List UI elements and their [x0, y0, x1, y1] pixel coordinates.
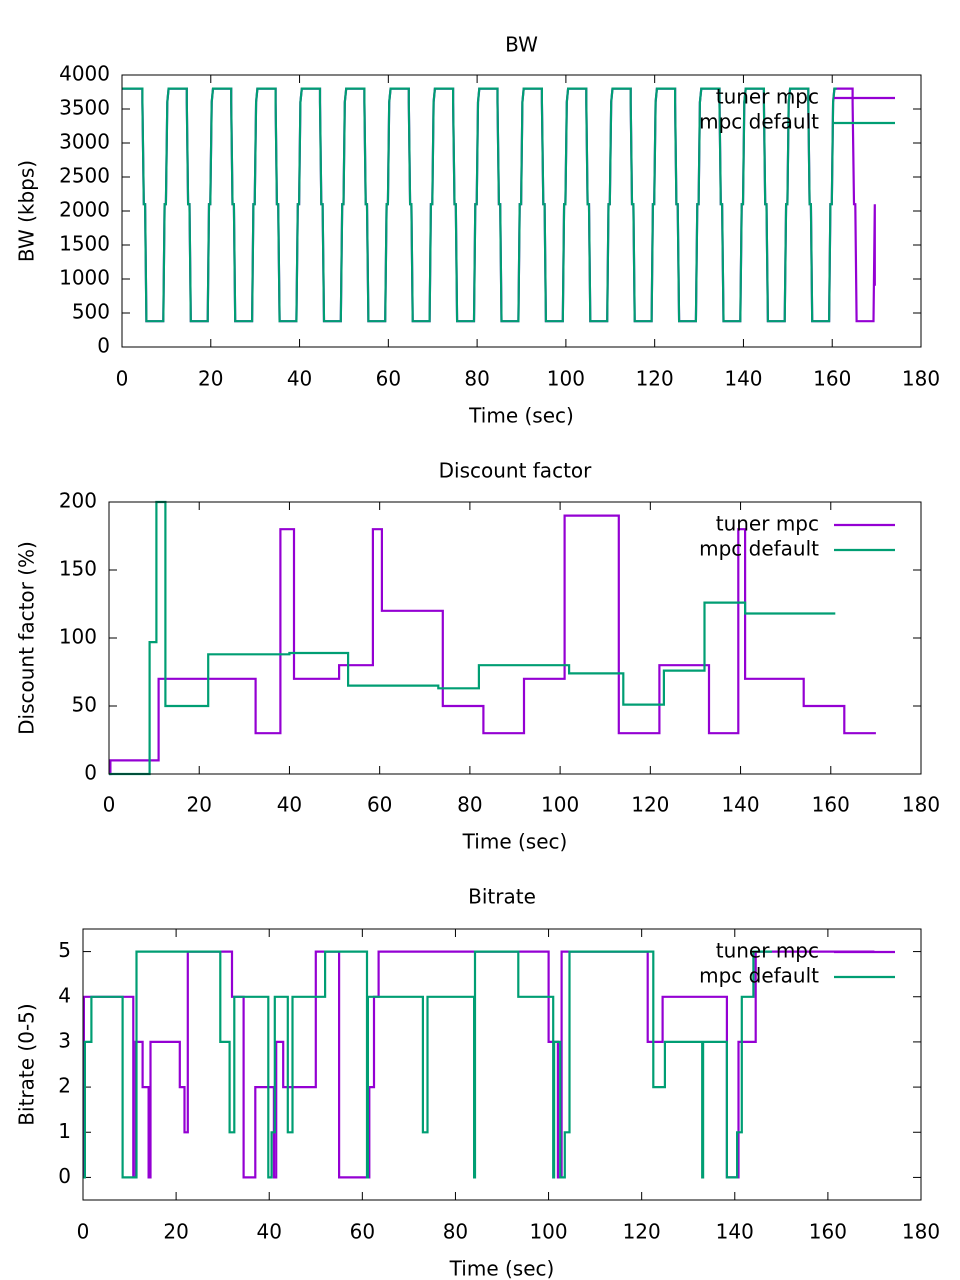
bitrate-x-tick-label: 20: [163, 1220, 188, 1244]
bitrate-y-tick-label: 4: [58, 983, 71, 1007]
bw-x-tick-label: 0: [116, 367, 129, 391]
bw-x-tick-label: 60: [376, 367, 401, 391]
discount-factor-x-tick-label: 120: [631, 793, 669, 817]
discount-factor-y-axis-label: Discount factor (%): [15, 541, 39, 735]
discount-factor-x-tick-label: 20: [186, 793, 211, 817]
bw-y-axis-label: BW (kbps): [15, 160, 39, 262]
bitrate-series-mpc-default: [83, 950, 772, 1179]
bw-y-tick-label: 1000: [59, 266, 110, 290]
bw-legend-label: tuner mpc: [716, 85, 819, 109]
discount-factor-y-tick-label: 200: [59, 489, 97, 513]
discount-factor-x-tick-label: 140: [721, 793, 759, 817]
discount-factor-x-axis-label: Time (sec): [462, 830, 568, 854]
bitrate-x-tick-label: 120: [623, 1220, 661, 1244]
bw-x-tick-label: 20: [198, 367, 223, 391]
bw-y-tick-label: 1500: [59, 232, 110, 256]
discount-factor-x-tick-label: 100: [541, 793, 579, 817]
bw-x-tick-label: 140: [724, 367, 762, 391]
discount-factor-legend-label: tuner mpc: [716, 512, 819, 536]
bitrate-y-axis-label: Bitrate (0-5): [15, 1003, 39, 1125]
bitrate-x-tick-label: 60: [350, 1220, 375, 1244]
bw-x-tick-label: 180: [902, 367, 940, 391]
bitrate-legend-label: mpc default: [699, 964, 819, 988]
bw-y-tick-label: 2000: [59, 198, 110, 222]
bw-x-axis-label: Time (sec): [468, 404, 574, 428]
discount-factor-x-tick-label: 80: [457, 793, 482, 817]
bitrate-x-tick-label: 180: [902, 1220, 940, 1244]
discount-factor-chart: Discount factor Time (sec) Discount factor…: [15, 459, 941, 854]
discount-factor-y-tick-label: 50: [72, 693, 97, 717]
bitrate-y-tick-label: 2: [58, 1074, 71, 1098]
discount-factor-x-tick-label: 180: [902, 793, 940, 817]
bitrate-x-tick-label: 40: [256, 1220, 281, 1244]
discount-factor-plot-frame: [108, 501, 922, 775]
bw-y-tick-label: 3500: [59, 96, 110, 120]
bitrate-y-tick-label: 3: [58, 1028, 71, 1052]
discount-factor-legend-label: mpc default: [699, 537, 819, 561]
bitrate-title: Bitrate: [468, 885, 536, 909]
discount-factor-x-tick-label: 0: [103, 793, 116, 817]
bw-title: BW: [505, 33, 538, 57]
bitrate-x-axis-label: Time (sec): [449, 1257, 555, 1280]
bw-x-tick-label: 100: [547, 367, 585, 391]
discount-factor-x-tick-label: 40: [277, 793, 302, 817]
bw-series-mpc-default: [122, 87, 837, 323]
bw-y-tick-label: 3000: [59, 130, 110, 154]
bitrate-x-tick-label: 140: [716, 1220, 754, 1244]
bitrate-x-tick-label: 160: [809, 1220, 847, 1244]
bw-x-tick-label: 40: [287, 367, 312, 391]
bw-chart: BW Time (sec) BW (kbps) 0 20 40 60 80 100 120 140 1…: [15, 33, 941, 428]
bitrate-x-tick-label: 80: [443, 1220, 468, 1244]
bw-y-tick-label: 4000: [59, 62, 110, 86]
bitrate-x-tick-label: 0: [77, 1220, 90, 1244]
bitrate-x-tick-label: 100: [529, 1220, 567, 1244]
bw-legend-label: mpc default: [699, 110, 819, 134]
bw-plot-frame: [121, 74, 922, 348]
bitrate-y-tick-label: 0: [58, 1164, 71, 1188]
bw-y-tick-label: 500: [72, 300, 110, 324]
bitrate-y-tick-label: 5: [58, 938, 71, 962]
discount-factor-x-tick-label: 160: [812, 793, 850, 817]
discount-factor-series-tuner-mpc: [109, 514, 876, 776]
bitrate-series-tuner-mpc: [82, 950, 875, 1179]
bw-y-tick-label: 2500: [59, 164, 110, 188]
bw-y-tick-label: 0: [97, 334, 110, 358]
bitrate-legend-label: tuner mpc: [716, 939, 819, 963]
bitrate-plot-frame: [82, 928, 922, 1201]
discount-factor-x-tick-label: 60: [367, 793, 392, 817]
discount-factor-y-tick-label: 100: [59, 625, 97, 649]
bw-x-tick-label: 120: [636, 367, 674, 391]
discount-factor-y-tick-label: 0: [84, 761, 97, 785]
discount-factor-y-tick-label: 150: [59, 557, 97, 581]
bitrate-y-tick-label: 1: [58, 1119, 71, 1143]
bw-x-tick-label: 80: [464, 367, 489, 391]
bw-x-tick-label: 160: [813, 367, 851, 391]
discount-factor-title: Discount factor: [439, 459, 593, 483]
